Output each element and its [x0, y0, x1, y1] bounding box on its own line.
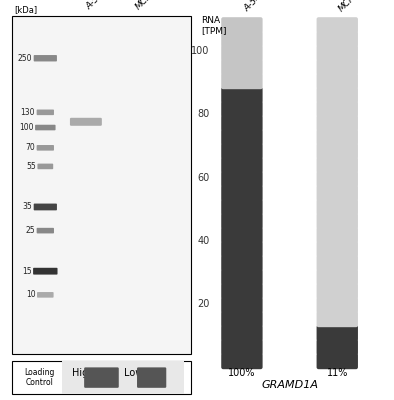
FancyBboxPatch shape: [317, 325, 358, 341]
FancyBboxPatch shape: [37, 145, 54, 151]
FancyBboxPatch shape: [221, 213, 262, 229]
Text: 15: 15: [22, 267, 32, 276]
Text: 100: 100: [19, 123, 33, 132]
Text: A-549: A-549: [242, 0, 268, 14]
Text: 25: 25: [26, 226, 35, 235]
FancyBboxPatch shape: [70, 118, 102, 126]
FancyBboxPatch shape: [317, 283, 358, 299]
FancyBboxPatch shape: [317, 213, 358, 229]
Text: 11%: 11%: [327, 368, 348, 378]
Text: 80: 80: [197, 109, 210, 119]
FancyBboxPatch shape: [221, 255, 262, 271]
FancyBboxPatch shape: [221, 325, 262, 341]
FancyBboxPatch shape: [221, 311, 262, 327]
FancyBboxPatch shape: [317, 227, 358, 243]
FancyBboxPatch shape: [317, 311, 358, 327]
Text: 250: 250: [18, 54, 32, 63]
Text: RNA
[TPM]: RNA [TPM]: [201, 16, 227, 35]
FancyBboxPatch shape: [221, 143, 262, 159]
Text: MCF-7: MCF-7: [337, 0, 363, 14]
FancyBboxPatch shape: [221, 87, 262, 103]
FancyBboxPatch shape: [317, 143, 358, 159]
FancyBboxPatch shape: [221, 171, 262, 187]
Text: High: High: [72, 368, 95, 378]
FancyBboxPatch shape: [221, 241, 262, 257]
Text: 10: 10: [26, 290, 35, 299]
FancyBboxPatch shape: [221, 115, 262, 131]
FancyBboxPatch shape: [84, 367, 119, 388]
FancyBboxPatch shape: [221, 45, 262, 61]
FancyBboxPatch shape: [317, 185, 358, 201]
Bar: [62, 361, 184, 394]
Text: 55: 55: [26, 162, 36, 171]
FancyBboxPatch shape: [317, 101, 358, 117]
FancyBboxPatch shape: [317, 353, 358, 369]
FancyBboxPatch shape: [33, 268, 58, 274]
FancyBboxPatch shape: [221, 157, 262, 173]
FancyBboxPatch shape: [317, 157, 358, 173]
FancyBboxPatch shape: [37, 292, 54, 298]
FancyBboxPatch shape: [221, 31, 262, 47]
FancyBboxPatch shape: [221, 59, 262, 75]
Text: 70: 70: [25, 143, 35, 152]
Text: 100%: 100%: [228, 368, 256, 378]
Text: 40: 40: [197, 236, 210, 246]
FancyBboxPatch shape: [221, 185, 262, 201]
FancyBboxPatch shape: [317, 269, 358, 285]
FancyBboxPatch shape: [317, 199, 358, 215]
Text: 100: 100: [191, 46, 210, 56]
FancyBboxPatch shape: [317, 255, 358, 271]
FancyBboxPatch shape: [317, 241, 358, 257]
FancyBboxPatch shape: [317, 87, 358, 103]
FancyBboxPatch shape: [35, 125, 56, 130]
FancyBboxPatch shape: [221, 17, 262, 33]
Bar: [12, 361, 191, 394]
FancyBboxPatch shape: [34, 204, 57, 210]
FancyBboxPatch shape: [221, 283, 262, 299]
FancyBboxPatch shape: [221, 227, 262, 243]
FancyBboxPatch shape: [221, 339, 262, 355]
Text: [kDa]: [kDa]: [14, 5, 37, 14]
FancyBboxPatch shape: [317, 129, 358, 145]
Bar: [12, 16, 191, 354]
FancyBboxPatch shape: [317, 45, 358, 61]
FancyBboxPatch shape: [37, 228, 54, 234]
FancyBboxPatch shape: [221, 297, 262, 313]
FancyBboxPatch shape: [37, 164, 53, 169]
FancyBboxPatch shape: [317, 59, 358, 75]
Text: 35: 35: [22, 202, 32, 212]
Text: GRAMD1A: GRAMD1A: [261, 380, 318, 390]
FancyBboxPatch shape: [221, 269, 262, 285]
FancyBboxPatch shape: [221, 353, 262, 369]
FancyBboxPatch shape: [317, 297, 358, 313]
Text: Loading
Control: Loading Control: [24, 368, 55, 387]
Text: 60: 60: [197, 172, 210, 182]
FancyBboxPatch shape: [221, 129, 262, 145]
Text: 130: 130: [20, 108, 35, 117]
FancyBboxPatch shape: [221, 101, 262, 117]
FancyBboxPatch shape: [37, 110, 54, 115]
Text: Low: Low: [124, 368, 143, 378]
Text: 20: 20: [197, 299, 210, 309]
FancyBboxPatch shape: [317, 171, 358, 187]
Text: A-549: A-549: [85, 0, 110, 11]
FancyBboxPatch shape: [317, 17, 358, 33]
FancyBboxPatch shape: [221, 73, 262, 89]
FancyBboxPatch shape: [137, 367, 166, 388]
FancyBboxPatch shape: [317, 115, 358, 131]
FancyBboxPatch shape: [317, 31, 358, 47]
FancyBboxPatch shape: [221, 199, 262, 215]
FancyBboxPatch shape: [317, 73, 358, 89]
FancyBboxPatch shape: [317, 339, 358, 355]
FancyBboxPatch shape: [34, 55, 57, 62]
Text: MCF-7: MCF-7: [134, 0, 160, 11]
